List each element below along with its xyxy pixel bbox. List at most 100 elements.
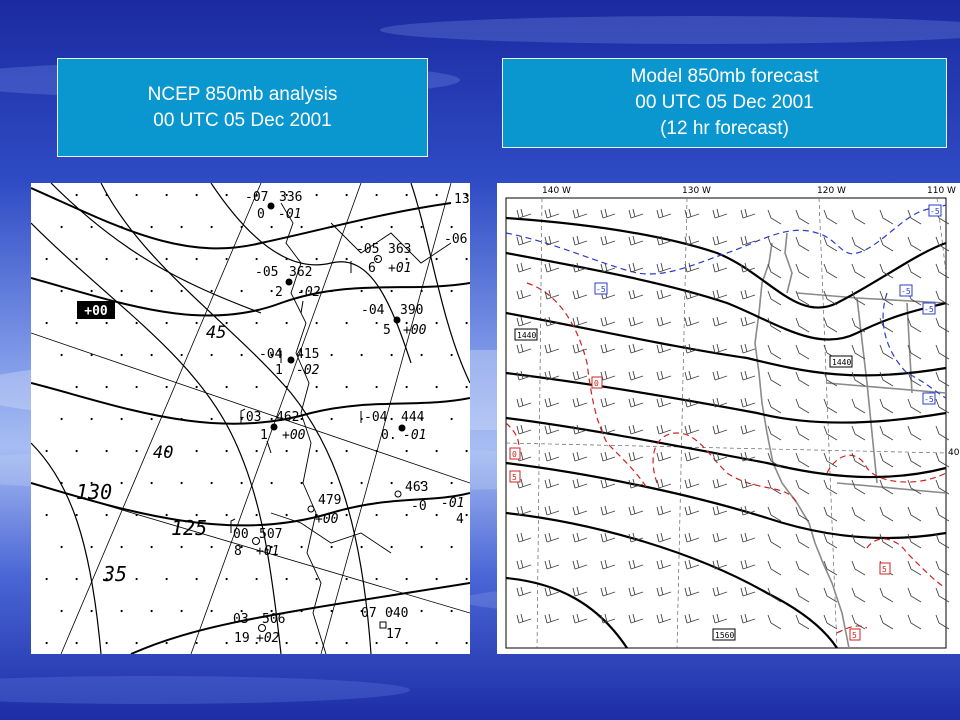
edge-fragment: 13 <box>454 192 470 207</box>
temp-label-box <box>509 447 521 460</box>
analysis-time: 00 UTC 05 Dec 2001 <box>153 109 332 131</box>
wind-barb <box>879 398 894 414</box>
grid-dot <box>390 417 393 421</box>
cold-temp-label: -5 <box>596 285 606 294</box>
wind-barb <box>935 614 950 630</box>
grid-dot <box>465 513 468 517</box>
wind-barb <box>516 235 532 246</box>
wind-barb <box>572 289 588 300</box>
grid-dot <box>330 545 333 549</box>
grid-dot <box>105 577 108 581</box>
grid-dot <box>345 193 348 197</box>
analysis-map: 45 40 130 125 35 +00 -07 336 0 -01 -05 3… <box>31 183 470 654</box>
analysis-title-box: NCEP 850mb analysis 00 UTC 05 Dec 2001 <box>57 58 428 157</box>
forecast-title: Model 850mb forecast <box>630 66 819 87</box>
wind-barb <box>656 586 672 597</box>
wind-barb <box>740 289 756 300</box>
grid-dot <box>360 225 363 229</box>
wind-barb <box>851 452 866 468</box>
height-label: 1440 <box>517 331 536 340</box>
wind-barb <box>907 533 922 549</box>
wind-barb <box>907 344 922 360</box>
wind-barb <box>544 613 560 624</box>
wind-barb <box>572 316 588 327</box>
wind-barb <box>767 614 782 630</box>
wind-barb <box>823 614 838 630</box>
station-plot: 479 +00 <box>307 493 341 527</box>
grid-dot <box>450 289 453 293</box>
wind-barb <box>907 371 922 387</box>
grid-dot <box>420 225 423 229</box>
grid-dot <box>75 513 78 517</box>
grid-dot <box>435 257 438 261</box>
grid-dot <box>255 577 258 581</box>
wind-barb <box>712 397 728 408</box>
wind-barb <box>600 532 616 543</box>
grid-dot <box>360 353 363 357</box>
wind-barb <box>935 371 950 387</box>
wind-barb <box>600 343 616 354</box>
height-label: 1440 <box>832 358 851 367</box>
wind-barb <box>572 397 588 408</box>
wind-barb <box>907 560 922 576</box>
wind-barb <box>767 236 782 252</box>
wind-barb <box>656 289 672 300</box>
grid-dot <box>465 385 468 389</box>
grid-dot <box>195 513 198 517</box>
wind-barb <box>544 478 560 489</box>
grid-dot <box>165 641 168 645</box>
grid-dot <box>165 577 168 581</box>
wind-barb <box>851 209 866 225</box>
grid-dot <box>285 193 288 197</box>
wind-barb <box>628 262 644 273</box>
wind-barb <box>795 398 810 414</box>
warm-temp-label: 5 <box>852 631 857 640</box>
wind-barb <box>795 317 810 333</box>
contour-label-group: 45 40 130 125 35 <box>76 323 226 586</box>
station-dewpoint: 2 <box>275 285 283 300</box>
grid-dot <box>450 481 453 485</box>
grid-dot <box>225 385 228 389</box>
station-dewpoint: -0 <box>411 499 427 514</box>
grid-dot <box>405 193 408 197</box>
wind-barb <box>712 478 728 489</box>
grid-dot <box>240 609 243 613</box>
station-temp: -03 <box>238 410 261 425</box>
grid-dot <box>195 321 198 325</box>
wind-barb <box>684 613 700 624</box>
wind-barb <box>879 317 894 333</box>
grid-dot <box>120 417 123 421</box>
wind-barb <box>935 317 950 333</box>
contour-label-40: 40 <box>153 443 173 463</box>
wind-barb <box>879 479 894 495</box>
station-plot: -05 363 6 +01 <box>356 242 411 276</box>
grid-dot <box>240 353 243 357</box>
wind-barb <box>684 424 700 435</box>
grid-dot <box>180 609 183 613</box>
grid-dot <box>435 193 438 197</box>
wind-barb <box>572 478 588 489</box>
grid-dot <box>180 481 183 485</box>
grid-dot <box>75 193 78 197</box>
wind-barb <box>851 236 866 252</box>
wind-barb <box>516 532 532 543</box>
wind-barb <box>935 506 950 522</box>
wind-barb <box>684 289 700 300</box>
grid-dot <box>195 641 198 645</box>
wind-barb <box>712 586 728 597</box>
cold-isotherms <box>505 204 947 399</box>
station-temp: -07 <box>245 190 268 205</box>
warm-temp-label-group: 0 0 5 5 5 <box>509 376 891 641</box>
wind-barb <box>851 371 866 387</box>
grid-dot <box>465 257 468 261</box>
wind-barb <box>823 398 838 414</box>
temp-label-box <box>899 284 913 297</box>
wind-barb <box>795 614 810 630</box>
grid-dot <box>45 321 48 325</box>
grid-dot <box>165 257 168 261</box>
wind-barb <box>795 587 810 603</box>
grid-dot <box>60 545 63 549</box>
grid-dot <box>405 577 408 581</box>
grid-dot <box>300 545 303 549</box>
grid-dot <box>330 417 333 421</box>
